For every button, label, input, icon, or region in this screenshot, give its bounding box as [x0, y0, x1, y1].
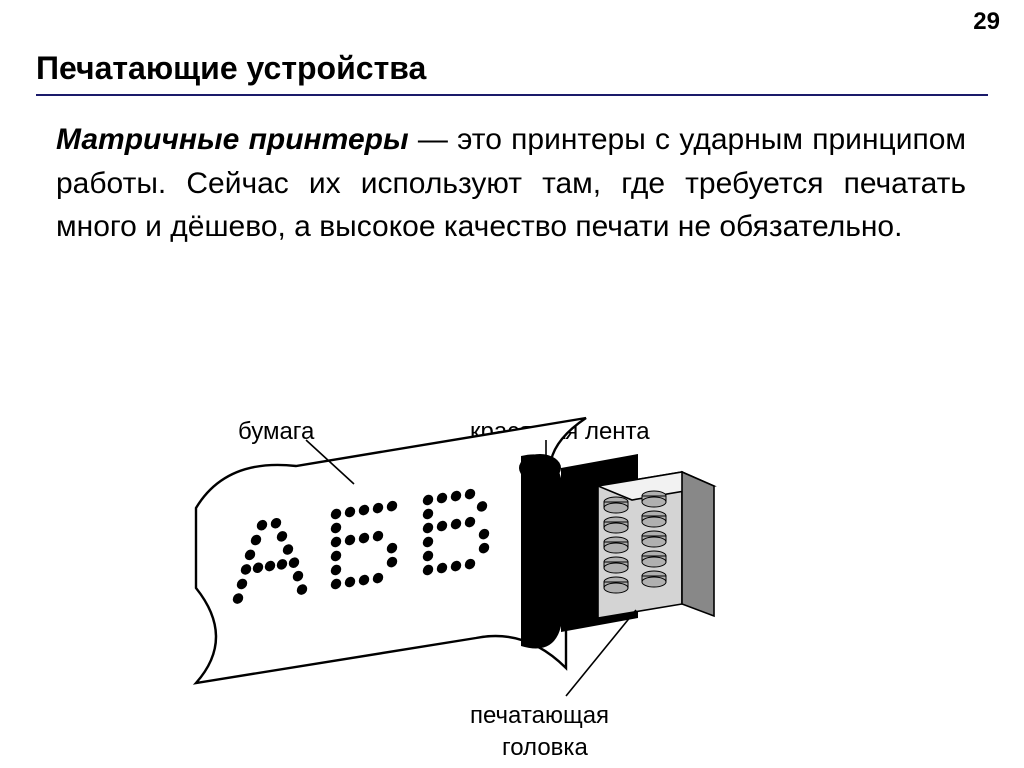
title-rule — [36, 94, 988, 96]
slide-title: Печатающие устройства — [36, 50, 426, 87]
printer-diagram — [166, 388, 866, 738]
ink-ribbon — [519, 454, 561, 649]
diagram-svg — [166, 388, 866, 738]
slide: 29 Печатающие устройства Матричные принт… — [0, 0, 1024, 768]
body-text: Матричные принтеры — это принтеры с удар… — [56, 118, 966, 249]
term: Матричные принтеры — [56, 123, 409, 156]
label-head-line2: головка — [502, 734, 588, 762]
page-number: 29 — [973, 8, 1000, 36]
